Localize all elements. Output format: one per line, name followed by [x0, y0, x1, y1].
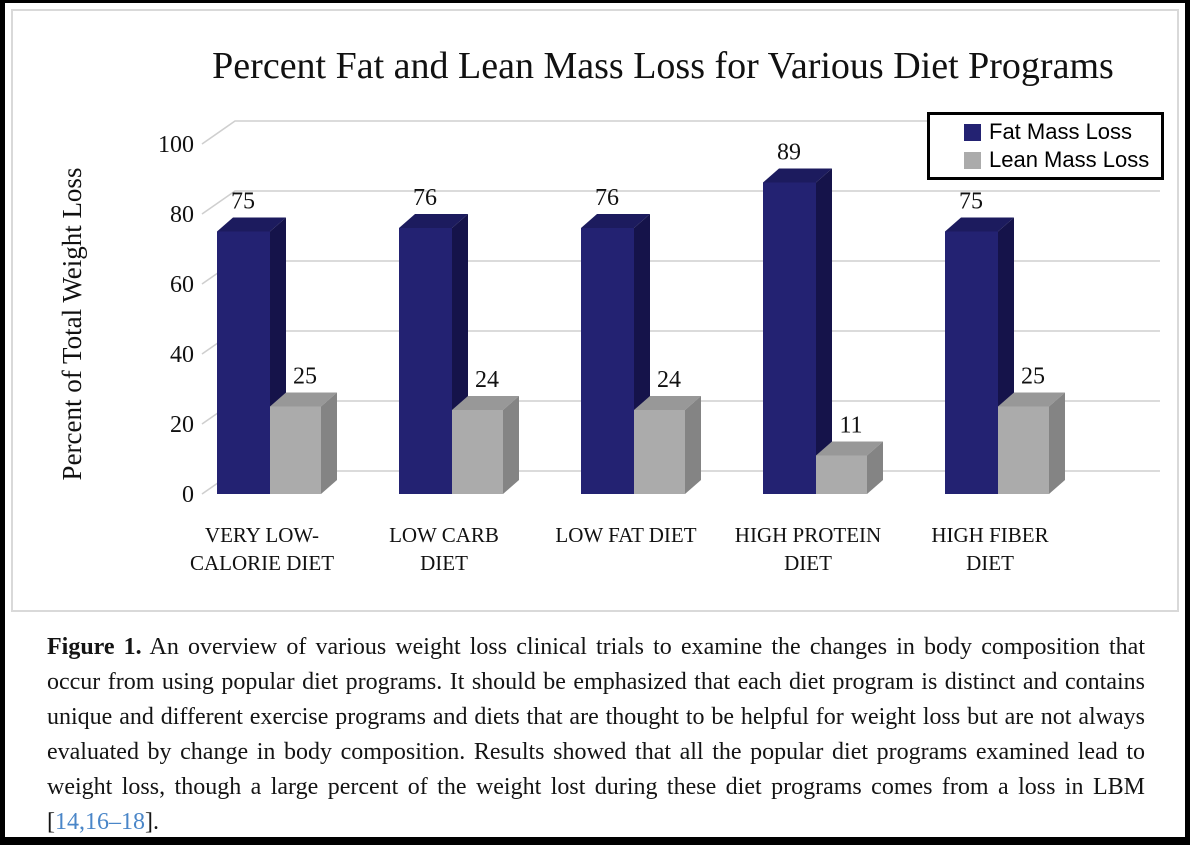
legend-label-lean: Lean Mass Loss — [989, 147, 1150, 172]
caption-text: An overview of various weight loss clini… — [47, 634, 1145, 800]
bar-top-face — [452, 396, 519, 410]
legend-item-fat-mass-loss: Fat Mass Loss — [964, 121, 1161, 143]
bar-value-label-lean-3: 11 — [839, 413, 862, 439]
legend-swatch-lean-icon — [964, 151, 981, 169]
figure-label: Figure 1. — [47, 634, 142, 660]
bar-top-face — [945, 217, 1014, 232]
bar-top-face — [998, 392, 1065, 407]
bar-fat-1 — [399, 214, 468, 494]
bar-front-face — [399, 228, 452, 494]
bar-value-label-lean-1: 24 — [475, 367, 499, 393]
bar-fat-3 — [763, 168, 832, 494]
bar-value-label-lean-4: 25 — [1021, 364, 1045, 390]
gridline-40 — [201, 330, 1160, 355]
y-tick-label-0: 0 — [182, 482, 194, 508]
bar-top-face — [634, 396, 701, 410]
bar-side-face — [1049, 392, 1065, 494]
bar-fat-4 — [945, 217, 1014, 494]
y-tick-label-80: 80 — [170, 202, 194, 228]
bar-lean-0 — [270, 392, 337, 494]
bar-value-label-fat-3: 89 — [777, 140, 801, 166]
bar-front-face — [816, 455, 867, 494]
bar-fat-0 — [217, 217, 286, 494]
bar-front-face — [270, 406, 321, 494]
citation-link[interactable]: 14,16–18 — [55, 809, 145, 835]
bar-top-face — [763, 168, 832, 183]
bar-front-face — [998, 406, 1049, 494]
chart-panel: 0 20 40 60 80 100 Percent Fat and Lean Mass Lo… — [11, 9, 1179, 612]
bar-value-label-fat-1: 76 — [413, 185, 437, 211]
bar-top-face — [816, 441, 883, 456]
bar-side-face — [321, 392, 337, 494]
citation-open-bracket: [ — [47, 809, 55, 835]
citation-close-bracket: ]. — [145, 809, 159, 835]
bar-value-label-fat-4: 75 — [959, 189, 983, 215]
bar-side-face — [503, 396, 519, 494]
bar-fat-2 — [581, 214, 650, 494]
category-label-1-line1: LOW CARB — [389, 523, 499, 547]
bar-lean-1 — [452, 396, 519, 494]
y-tick-label-20: 20 — [170, 412, 194, 438]
bar-value-label-fat-0: 75 — [231, 189, 255, 215]
y-tick-label-100: 100 — [158, 132, 194, 158]
bar-top-face — [270, 392, 337, 407]
bar-side-face — [685, 396, 701, 494]
y-tick-label-40: 40 — [170, 342, 194, 368]
gridline-100 — [201, 120, 1160, 145]
bar-top-face — [581, 214, 650, 228]
category-label-2-line1: LOW FAT DIET — [555, 523, 696, 547]
category-label-4-line1: HIGH FIBER — [931, 523, 1048, 547]
bar-chart: 0 20 40 60 80 100 Percent Fat and Lean Mass Lo… — [57, 45, 1160, 575]
gridline-60 — [201, 260, 1160, 285]
legend-item-lean-mass-loss: Lean Mass Loss — [964, 149, 1161, 171]
bar-value-label-lean-2: 24 — [657, 367, 681, 393]
data-labels: 75 25 76 24 76 24 89 11 75 25 — [231, 140, 1045, 439]
bar-side-face — [816, 168, 832, 494]
bar-top-face — [399, 214, 468, 228]
y-tick-label-60: 60 — [170, 272, 194, 298]
bar-lean-3 — [816, 441, 883, 494]
category-label-4-line2: DIET — [966, 551, 1014, 575]
category-label-0-line1: VERY LOW- — [205, 523, 319, 547]
bar-side-face — [867, 441, 883, 494]
legend-swatch-fat-icon — [964, 123, 981, 141]
figure-caption: Figure 1. An overview of various weight … — [47, 630, 1145, 837]
bar-front-face — [217, 231, 270, 494]
bar-front-face — [945, 231, 998, 494]
bar-value-label-fat-2: 76 — [595, 185, 619, 211]
chart-legend: Fat Mass Loss Lean Mass Loss — [927, 112, 1164, 180]
category-label-0-line2: CALORIE DIET — [190, 551, 334, 575]
bar-front-face — [581, 228, 634, 494]
category-label-3-line2: DIET — [784, 551, 832, 575]
category-label-3-line1: HIGH PROTEIN — [735, 523, 881, 547]
legend-label-fat: Fat Mass Loss — [989, 119, 1133, 144]
y-axis-title: Percent of Total Weight Loss — [57, 168, 87, 481]
bar-top-face — [217, 217, 286, 232]
gridline-80 — [201, 190, 1160, 215]
bar-value-label-lean-0: 25 — [293, 364, 317, 390]
bar-front-face — [452, 410, 503, 494]
bar-front-face — [634, 410, 685, 494]
bars — [217, 168, 1065, 494]
bar-lean-2 — [634, 396, 701, 494]
bar-front-face — [763, 182, 816, 494]
category-label-1-line2: DIET — [420, 551, 468, 575]
chart-title: Percent Fat and Lean Mass Loss for Vario… — [212, 45, 1114, 87]
bar-lean-4 — [998, 392, 1065, 494]
